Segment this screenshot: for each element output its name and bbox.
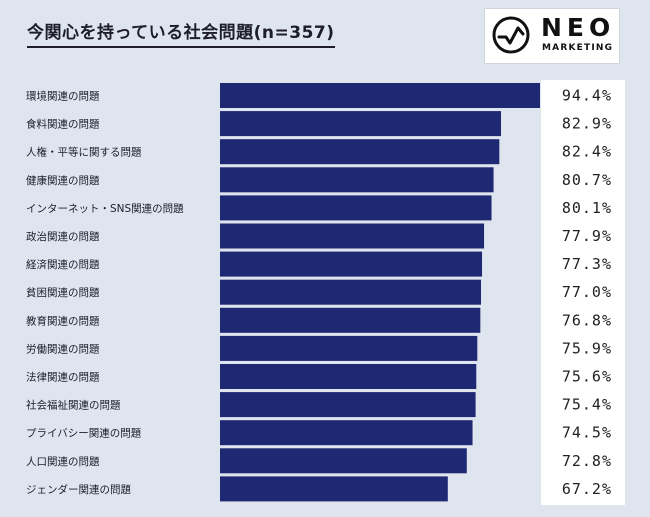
bar — [220, 279, 482, 305]
category-label: 社会福祉関連の問題 — [26, 399, 121, 412]
value-label: 72.8% — [562, 452, 612, 470]
category-label: 人口関連の問題 — [26, 455, 100, 468]
bar — [220, 364, 477, 389]
value-label: 75.6% — [562, 368, 612, 386]
value-label: 75.9% — [562, 339, 612, 357]
bar — [220, 139, 500, 165]
value-label: 82.4% — [562, 143, 612, 161]
neo-check-circle-icon — [492, 16, 530, 54]
category-label: 人権・平等に関する問題 — [26, 146, 142, 159]
value-label: 77.3% — [562, 255, 612, 273]
value-label: 80.1% — [562, 199, 612, 217]
value-label: 80.7% — [562, 171, 612, 189]
category-label: 教育関連の問題 — [26, 314, 100, 327]
bar — [220, 195, 492, 221]
bar — [220, 223, 485, 249]
logo-wordmark: NEO — [541, 13, 616, 42]
bar — [220, 420, 473, 446]
bar — [220, 251, 483, 277]
neo-marketing-logo: NEO MARKETING — [484, 8, 620, 64]
value-label: 82.9% — [562, 115, 612, 133]
category-label: 環境関連の問題 — [26, 90, 100, 103]
value-label: 94.4% — [562, 87, 612, 105]
category-label: 貧困関連の問題 — [26, 286, 100, 299]
category-label: 経済関連の問題 — [26, 258, 100, 271]
value-label: 75.4% — [562, 396, 612, 414]
bar — [220, 111, 502, 137]
category-label: プライバシー関連の問題 — [26, 427, 142, 440]
bar — [220, 448, 467, 474]
bar — [220, 335, 478, 361]
value-label: 74.5% — [562, 424, 612, 442]
category-label: 法律関連の問題 — [26, 371, 100, 384]
category-labels: 環境関連の問題食料関連の問題人権・平等に関する問題健康関連の問題インターネット・… — [26, 90, 184, 496]
bar — [220, 83, 540, 108]
category-label: ジェンダー関連の問題 — [26, 483, 131, 496]
value-label: 76.8% — [562, 311, 612, 329]
category-label: インターネット・SNS関連の問題 — [26, 202, 184, 215]
category-label: 労働関連の問題 — [26, 342, 100, 355]
bar — [220, 167, 494, 193]
category-label: 健康関連の問題 — [26, 174, 100, 187]
value-panel — [541, 80, 625, 505]
value-label: 77.9% — [562, 227, 612, 245]
bar — [220, 476, 448, 502]
bar — [220, 307, 481, 333]
value-label: 67.2% — [562, 480, 612, 498]
chart-title: 今関心を持っている社会問題(n=357) — [27, 18, 335, 48]
logo-subtitle: MARKETING — [542, 43, 614, 53]
bars-group — [220, 83, 540, 502]
bar — [220, 392, 476, 418]
value-label: 77.0% — [562, 283, 612, 301]
category-label: 食料関連の問題 — [26, 118, 100, 131]
category-label: 政治関連の問題 — [26, 230, 100, 243]
value-labels: 94.4% 82.9% 82.4% 80.7% 80.1% 77.9% 77.3% 77.0%… — [562, 87, 612, 498]
